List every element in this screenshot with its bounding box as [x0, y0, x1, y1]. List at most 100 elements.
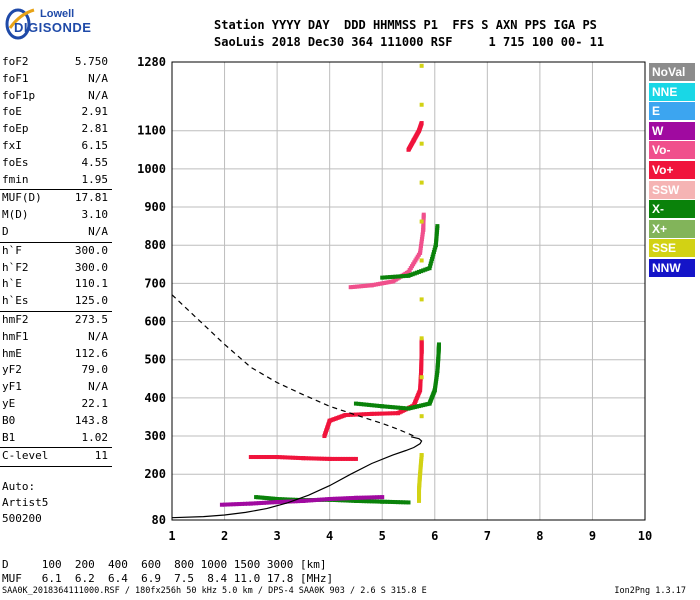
- echo-point: [419, 269, 424, 274]
- echo-point: [268, 496, 273, 501]
- echo-point: [293, 455, 298, 460]
- param-hE: h`E 110.1: [2, 277, 108, 291]
- echo-point: [293, 499, 298, 504]
- param-Clevel: C-level 11: [2, 449, 108, 463]
- echo-point: [327, 497, 332, 502]
- echo-point: [282, 499, 287, 504]
- echo-point: [419, 102, 424, 107]
- param-yF2: yF2 79.0: [2, 363, 108, 377]
- echo-point: [433, 245, 438, 250]
- y-tick-label: 80: [152, 513, 166, 527]
- echo-point: [388, 275, 393, 280]
- echo-point: [282, 497, 287, 502]
- legend-item-nne: NNE: [649, 82, 695, 101]
- echo-point: [356, 412, 361, 417]
- echo-point: [380, 404, 385, 409]
- echo-point: [335, 456, 340, 461]
- param-fmin: fmin 1.95: [2, 172, 108, 186]
- echo-point: [364, 402, 369, 407]
- echo-point: [393, 405, 398, 410]
- echo-point: [332, 456, 337, 461]
- echo-point: [401, 406, 406, 411]
- echo-point: [382, 280, 387, 285]
- echo-point: [353, 456, 358, 461]
- echo-point: [275, 500, 280, 505]
- echo-point: [264, 500, 269, 505]
- echo-point: [219, 502, 224, 507]
- y-tick-label: 1000: [137, 162, 166, 176]
- echo-point: [395, 500, 400, 505]
- echo-point: [367, 495, 372, 500]
- echo-point: [309, 456, 314, 461]
- echo-point: [225, 502, 230, 507]
- echo-point: [277, 455, 282, 460]
- x-tick-label: 1: [168, 529, 175, 543]
- param-foEs: foEs 4.55: [2, 155, 108, 169]
- x-tick-label: 6: [431, 529, 438, 543]
- echo-point: [311, 498, 316, 503]
- y-axis: 80 200 300 400 500 600 700 800 900 1000 1100 1280: [137, 55, 166, 527]
- echo-point: [301, 498, 306, 503]
- plot-border: [171, 61, 646, 521]
- echo-point: [367, 402, 372, 407]
- echo-point: [420, 230, 425, 235]
- echo-point: [343, 498, 348, 503]
- echo-point: [420, 232, 425, 237]
- echo-point: [266, 496, 271, 501]
- echo-point: [359, 402, 364, 407]
- echo-point: [348, 285, 353, 290]
- x-tick-label: 9: [589, 529, 596, 543]
- echo-point: [364, 499, 369, 504]
- echo-point: [256, 495, 261, 500]
- echo-point: [374, 499, 379, 504]
- echo-point: [259, 455, 264, 460]
- echo-point: [419, 336, 424, 341]
- echo-point: [338, 496, 343, 501]
- echo-point: [317, 456, 322, 461]
- scaled-parameters-panel: foF2 5.750 foF1 N/A foF1p N/A foE 2.91 foEp 2…: [0, 54, 112, 468]
- muf-table: D 100 200 400 600 800 1000 1500 3000 [km…: [2, 558, 333, 586]
- echo-point: [304, 498, 309, 503]
- echo-point: [240, 501, 245, 506]
- echo-point: [408, 406, 413, 411]
- echo-point: [418, 250, 423, 255]
- echo-point: [377, 495, 382, 500]
- param-B1: B1 1.02: [2, 430, 108, 444]
- echo-point: [251, 455, 256, 460]
- echo-point: [380, 275, 385, 280]
- echo-point: [430, 254, 435, 259]
- auto-program: Artist5: [2, 496, 49, 509]
- echo-point: [269, 455, 274, 460]
- topside-profile-line: [171, 294, 415, 437]
- y-tick-label: 900: [144, 200, 166, 214]
- echo-point: [374, 495, 379, 500]
- x-tick-label: 8: [536, 529, 543, 543]
- echo-point: [423, 402, 428, 407]
- echo-point: [414, 404, 419, 409]
- echo-point: [367, 283, 372, 288]
- echo-point: [256, 501, 261, 506]
- echo-point: [269, 500, 274, 505]
- echo-point: [273, 496, 278, 501]
- echo-point: [231, 502, 236, 507]
- echo-point: [398, 500, 403, 505]
- echo-point: [431, 250, 436, 255]
- echo-point: [382, 275, 387, 280]
- echo-point: [395, 405, 400, 410]
- echo-traces: [219, 63, 441, 507]
- x-tick-label: 2: [221, 529, 228, 543]
- echo-point: [419, 237, 424, 242]
- echo-point: [350, 284, 355, 289]
- echo-point: [338, 456, 343, 461]
- echo-point: [364, 495, 369, 500]
- echo-point: [421, 212, 426, 217]
- echo-point: [346, 496, 351, 501]
- echo-point: [361, 495, 366, 500]
- echo-point: [373, 282, 378, 287]
- echo-point: [385, 404, 390, 409]
- echo-point: [393, 274, 398, 279]
- logo-line1: Lowell: [40, 8, 75, 20]
- echo-point: [272, 500, 277, 505]
- echo-point: [419, 453, 424, 458]
- echo-point: [376, 282, 381, 287]
